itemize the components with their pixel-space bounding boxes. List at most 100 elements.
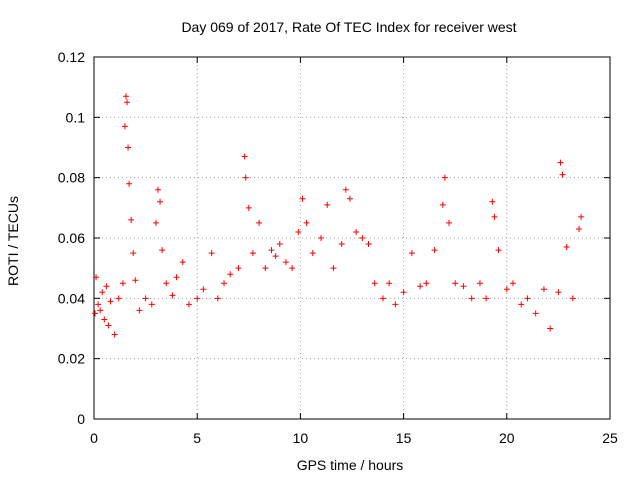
data-point — [441, 174, 448, 181]
data-point — [128, 216, 135, 223]
data-point — [295, 228, 302, 235]
data-point — [532, 310, 539, 317]
data-point — [208, 250, 215, 257]
data-point — [126, 180, 133, 187]
data-point — [303, 219, 310, 226]
data-point — [122, 93, 129, 100]
data-point — [289, 265, 296, 272]
data-point — [121, 123, 128, 130]
data-point — [132, 277, 139, 284]
x-tick-label: 15 — [396, 430, 412, 446]
data-point — [559, 171, 566, 178]
y-tick-label: 0.04 — [58, 290, 85, 306]
data-point — [489, 198, 496, 205]
data-point — [119, 280, 126, 287]
data-point — [256, 219, 263, 226]
data-point — [379, 295, 386, 302]
data-point — [299, 195, 306, 202]
data-point — [157, 198, 164, 205]
data-point — [324, 201, 331, 208]
data-point — [509, 280, 516, 287]
data-point — [125, 144, 132, 151]
data-point — [557, 159, 564, 166]
grid — [94, 57, 610, 419]
data-point — [359, 235, 366, 241]
data-point — [154, 186, 161, 193]
data-point — [276, 241, 283, 248]
data-point — [169, 292, 176, 299]
data-point — [245, 204, 252, 211]
data-point — [540, 286, 547, 293]
data-point — [99, 289, 106, 296]
data-point — [163, 280, 170, 287]
data-point — [555, 289, 562, 296]
data-point — [148, 301, 155, 308]
data-point — [576, 225, 583, 232]
data-point — [242, 174, 249, 181]
data-point — [111, 331, 118, 338]
data-point — [136, 307, 143, 314]
data-point — [97, 307, 104, 314]
data-point — [179, 259, 186, 266]
y-tick-label: 0 — [77, 411, 85, 427]
data-point — [262, 265, 269, 272]
data-point — [346, 195, 353, 202]
data-point — [124, 99, 131, 106]
data-point — [431, 247, 438, 254]
plot-frame — [93, 56, 611, 420]
y-tick-label: 0.06 — [58, 230, 85, 246]
data-point — [524, 295, 531, 302]
data-point — [423, 280, 430, 287]
data-point — [569, 295, 576, 302]
x-tick-label: 10 — [293, 430, 309, 446]
data-point — [249, 250, 256, 257]
x-tick-label: 5 — [193, 430, 201, 446]
data-point — [483, 295, 490, 302]
data-point — [152, 219, 159, 226]
data-point — [452, 280, 459, 287]
y-axis-label: ROTI / TECUs — [5, 196, 21, 286]
data-point — [503, 286, 510, 293]
data-point — [107, 298, 114, 305]
data-point — [318, 235, 325, 241]
data-point — [476, 280, 483, 287]
data-point — [227, 271, 234, 278]
data-point — [417, 283, 424, 290]
data-point — [353, 228, 360, 235]
x-axis-label: GPS time / hours — [297, 457, 404, 473]
data-marks — [92, 93, 585, 338]
data-point — [446, 219, 453, 226]
data-point — [386, 280, 393, 287]
data-point — [518, 301, 525, 308]
chart-title: Day 069 of 2017, Rate Of TEC Index for r… — [181, 19, 516, 35]
data-point — [92, 310, 99, 317]
data-point — [241, 153, 248, 160]
data-point — [103, 283, 110, 290]
data-point — [93, 274, 100, 281]
x-tick-label: 20 — [499, 430, 515, 446]
data-point — [460, 283, 467, 290]
data-point — [95, 301, 102, 308]
data-point — [235, 265, 242, 272]
data-point — [115, 295, 122, 302]
y-tick-label: 0.08 — [58, 170, 85, 186]
data-point — [268, 247, 275, 254]
data-point — [159, 247, 166, 254]
y-tick-label: 0.12 — [58, 49, 85, 65]
data-point — [272, 253, 279, 260]
axis-ticks: 0 5 10 15 20 25 0 0.02 0.04 0.06 0.08 0.1 0.12 — [58, 49, 618, 446]
data-point — [547, 325, 554, 332]
data-point — [185, 301, 192, 308]
y-tick-label: 0.02 — [58, 351, 85, 367]
x-tick-label: 0 — [90, 430, 98, 446]
data-point — [439, 201, 446, 208]
data-point — [101, 316, 108, 323]
data-point — [392, 301, 399, 308]
data-point — [371, 280, 378, 287]
data-point — [408, 250, 415, 257]
data-point — [365, 241, 372, 248]
data-point — [495, 247, 502, 254]
x-tick-label: 25 — [602, 430, 618, 446]
data-point — [400, 289, 407, 296]
